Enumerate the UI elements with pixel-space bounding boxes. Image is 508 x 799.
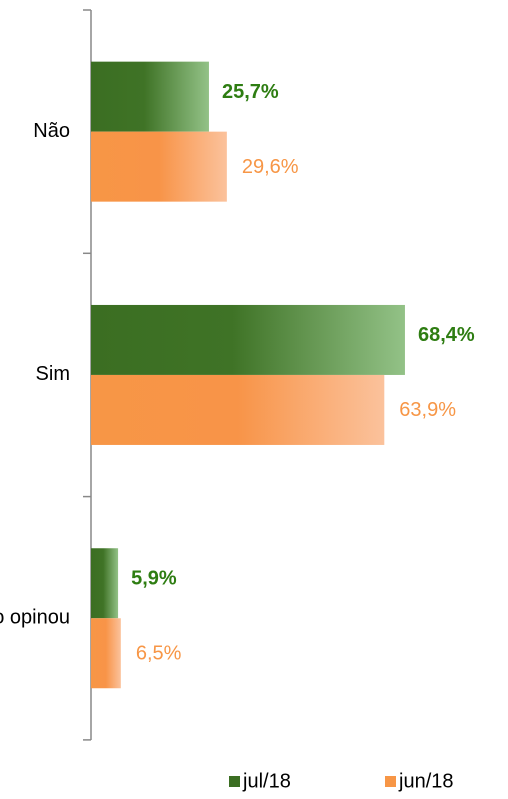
data-label: 63,9% [399, 399, 456, 421]
data-label: 68,4% [418, 324, 475, 346]
bar [91, 374, 385, 445]
data-label: 29,6% [242, 156, 299, 178]
bar [91, 618, 121, 689]
bar [91, 548, 119, 619]
data-label: 6,5% [136, 643, 182, 665]
legend-label: jul/18 [242, 770, 291, 792]
data-label: 5,9% [131, 568, 177, 590]
category-label: Não opinou [0, 607, 70, 629]
legend-label: jun/18 [398, 770, 454, 792]
category-label: Sim [36, 363, 70, 385]
legend-swatch [385, 776, 396, 787]
bar [91, 131, 227, 202]
legend-swatch [229, 776, 240, 787]
data-label: 25,7% [222, 81, 279, 103]
bar [91, 61, 209, 132]
category-label: Não [33, 120, 70, 142]
bar [91, 304, 405, 375]
